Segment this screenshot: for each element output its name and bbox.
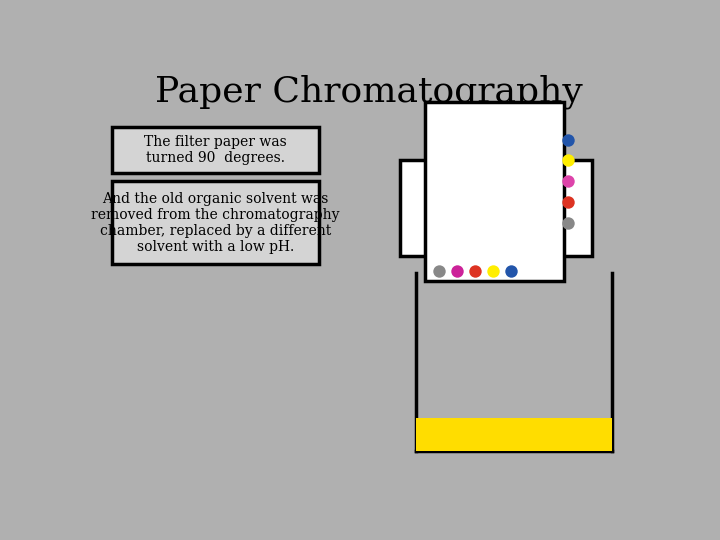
Bar bbox=[400, 160, 431, 256]
Point bbox=[487, 266, 499, 275]
Point bbox=[451, 266, 462, 275]
Point bbox=[562, 198, 573, 206]
Bar bbox=[425, 102, 564, 281]
Point bbox=[562, 177, 573, 186]
Point bbox=[505, 266, 517, 275]
Point bbox=[469, 266, 481, 275]
Bar bbox=[112, 181, 319, 265]
Bar bbox=[416, 418, 612, 451]
Point bbox=[562, 136, 573, 144]
Bar bbox=[562, 160, 593, 256]
Point bbox=[562, 156, 573, 165]
Text: And the old organic solvent was
removed from the chromatography
chamber, replace: And the old organic solvent was removed … bbox=[91, 192, 340, 254]
Text: The filter paper was
turned 90  degrees.: The filter paper was turned 90 degrees. bbox=[144, 135, 287, 165]
Bar bbox=[112, 127, 319, 173]
Point bbox=[562, 219, 573, 227]
Point bbox=[433, 266, 444, 275]
Text: Paper Chromatography: Paper Chromatography bbox=[155, 75, 583, 109]
